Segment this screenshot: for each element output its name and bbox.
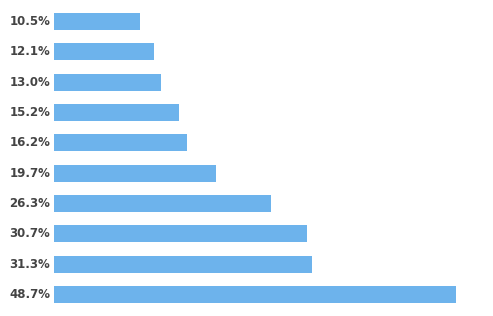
Text: 26.3%: 26.3% [9, 197, 50, 210]
Text: 12.1%: 12.1% [10, 45, 50, 58]
Bar [54, 256, 312, 272]
Bar [54, 44, 154, 60]
Bar [54, 74, 161, 90]
Bar [54, 104, 179, 121]
Text: 16.2%: 16.2% [9, 136, 50, 149]
Bar [54, 226, 307, 242]
Text: 10.5%: 10.5% [9, 15, 50, 28]
Bar [54, 195, 271, 212]
Bar [54, 165, 216, 181]
Text: 15.2%: 15.2% [9, 106, 50, 119]
Bar [54, 286, 456, 303]
Text: 31.3%: 31.3% [10, 258, 50, 271]
Text: 30.7%: 30.7% [10, 227, 50, 240]
Bar [54, 13, 141, 30]
Text: 13.0%: 13.0% [10, 76, 50, 89]
Text: 19.7%: 19.7% [9, 167, 50, 180]
Bar [54, 135, 187, 151]
Text: 48.7%: 48.7% [9, 288, 50, 301]
